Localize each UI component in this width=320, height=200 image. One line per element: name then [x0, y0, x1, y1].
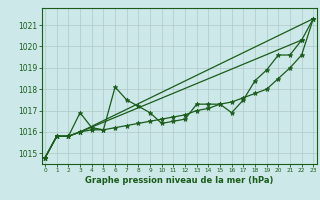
X-axis label: Graphe pression niveau de la mer (hPa): Graphe pression niveau de la mer (hPa)	[85, 176, 273, 185]
